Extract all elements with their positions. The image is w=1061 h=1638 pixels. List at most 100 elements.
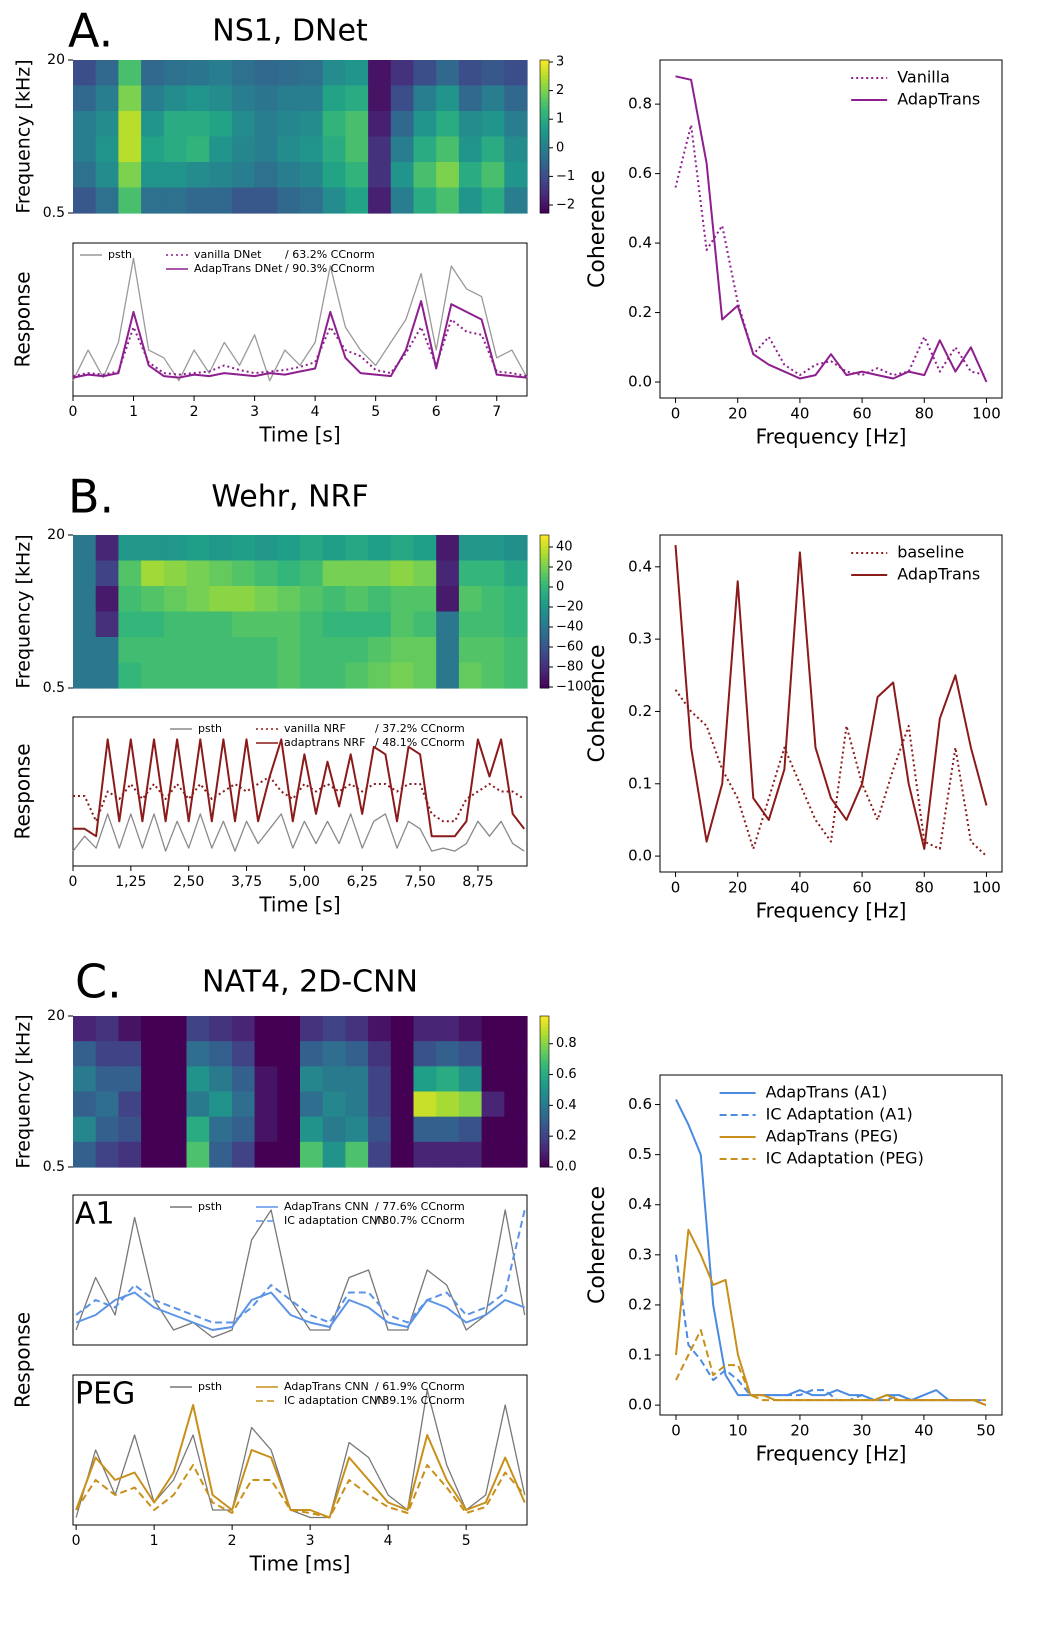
colorbar-tick-label: −1: [556, 169, 575, 184]
x-tick-label: 40: [914, 1422, 933, 1440]
legend-label: IC Adaptation (A1): [766, 1105, 913, 1124]
x-axis-label: Frequency [Hz]: [756, 899, 907, 923]
heatmap-cell: [413, 535, 437, 562]
colorbar-strip: [540, 588, 549, 593]
heatmap-cell: [209, 136, 233, 163]
heatmap-cell: [118, 637, 142, 664]
colorbar-strip: [540, 1061, 549, 1066]
heatmap-cell: [186, 560, 210, 587]
heatmap-cell: [209, 60, 233, 87]
x-tick-label: 2: [228, 1533, 237, 1549]
heatmap-cell: [73, 1141, 97, 1168]
heatmap-cell: [209, 1091, 233, 1118]
heatmap-cell: [436, 637, 460, 664]
x-tick-label: 4: [311, 404, 320, 420]
y-tick-label: 0.2: [628, 702, 652, 720]
colorbar-strip: [540, 163, 549, 168]
heatmap-cell: [73, 136, 97, 163]
colorbar-strip: [540, 661, 549, 666]
legend-note: / 48.1% CCnorm: [375, 736, 465, 749]
colorbar-strip: [540, 1034, 549, 1040]
colorbar-strip: [540, 90, 549, 95]
heatmap-cell: [118, 1066, 142, 1093]
heatmap-cell: [368, 586, 392, 613]
legend-label: psth: [108, 248, 132, 261]
colorbar-frame: [539, 1015, 550, 1168]
colorbar-strip: [540, 680, 549, 685]
colorbar-strip: [540, 672, 549, 678]
heatmap-cell: [231, 1141, 256, 1168]
series-line: [674, 545, 988, 850]
heatmap-cell: [390, 60, 415, 87]
heatmap-cell: [277, 60, 301, 87]
colorbar-strip: [540, 190, 549, 195]
heatmap-cell: [413, 60, 437, 87]
colorbar-strip: [540, 1136, 549, 1142]
x-tick-label: 60: [853, 405, 872, 423]
heatmap-cell: [458, 586, 483, 613]
heatmap-cell: [277, 1116, 301, 1143]
series-line: [75, 1291, 526, 1331]
heatmap-cell: [73, 1091, 97, 1118]
heatmap-cell: [209, 187, 233, 214]
colorbar-strip: [540, 554, 549, 559]
y-tick-label: 0.2: [628, 1295, 652, 1313]
heatmap-cell: [254, 162, 278, 189]
heatmap-cell: [163, 586, 188, 613]
heatmap-cell: [186, 535, 210, 562]
heatmap-cell: [368, 1116, 392, 1143]
colorbar-strip: [540, 1163, 549, 1168]
heatmap-cell: [186, 1066, 210, 1093]
colorbar-strip: [540, 205, 549, 210]
heatmap-cell: [413, 136, 437, 163]
y-tick-label: 20: [47, 1008, 65, 1024]
colorbar-strip: [540, 82, 549, 88]
y-axis-label: Response: [11, 743, 35, 839]
heatmap-cell: [73, 662, 97, 689]
heatmap-cell: [163, 1066, 188, 1093]
heatmap-cell: [436, 136, 460, 163]
heatmap-cell: [458, 560, 483, 587]
heatmap-cell: [322, 1116, 346, 1143]
colorbar-strip: [540, 117, 549, 122]
heatmap-cell: [368, 611, 392, 638]
heatmap-cell: [322, 60, 346, 87]
heatmap-cell: [141, 111, 165, 138]
heatmap-cell: [277, 1041, 301, 1067]
heatmap-cell: [300, 535, 324, 562]
heatmap-cell: [300, 136, 324, 163]
heatmap-cell: [277, 611, 301, 638]
heatmap-cell: [186, 60, 210, 87]
heatmap-cell: [481, 1016, 505, 1042]
colorbar-strip: [540, 98, 549, 103]
heatmap-cell: [504, 85, 528, 112]
colorbar-strip: [540, 174, 549, 180]
colorbar-strip: [540, 653, 549, 658]
heatmap-cell: [345, 611, 369, 638]
heatmap-cell: [254, 662, 278, 689]
heatmap-cell: [163, 111, 188, 138]
colorbar-strip: [540, 542, 549, 547]
heatmap-cell: [277, 111, 301, 138]
heatmap-cell: [209, 535, 233, 562]
heatmap-cell: [118, 535, 142, 562]
heatmap-cell: [504, 1066, 528, 1093]
colorbar-tick-label: 0: [556, 580, 564, 595]
heatmap-cell: [163, 1141, 188, 1168]
colorbar-strip: [540, 668, 549, 674]
legend-label: AdapTrans DNet: [194, 262, 283, 275]
heatmap-cell: [73, 560, 97, 587]
heatmap-cell: [413, 662, 437, 689]
heatmap-cell: [436, 162, 460, 189]
heatmap-cell: [277, 535, 301, 562]
heatmap-cell: [254, 60, 278, 87]
series-line: [73, 738, 525, 838]
heatmap-cell: [390, 1091, 415, 1118]
heatmap-cell: [458, 1041, 483, 1067]
heatmap-cell: [141, 136, 165, 163]
colorbar-strip: [540, 1023, 549, 1028]
heatmap-cell: [254, 1016, 278, 1042]
heatmap-cell: [231, 85, 256, 112]
colorbar-strip: [540, 1121, 549, 1126]
colorbar-strip: [540, 577, 549, 582]
